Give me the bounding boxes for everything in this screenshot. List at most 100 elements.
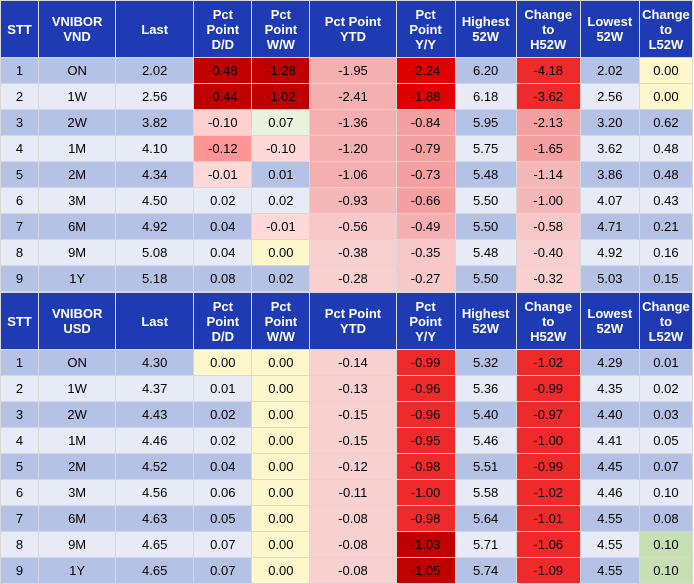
- cell-pct-ww: 0.00: [251, 239, 311, 266]
- cell-pct-dd: 0.07: [193, 531, 253, 558]
- cell-last: 5.18: [115, 265, 195, 292]
- cell-change-to-l52w: 0.00: [638, 57, 694, 84]
- column-header-highest-52w: Highest 52W: [454, 0, 517, 58]
- cell-change-to-l52w: 0.43: [638, 187, 694, 214]
- cell-pct-yy: -0.96: [395, 375, 456, 402]
- cell-pct-yy: -1.88: [395, 83, 456, 110]
- column-header-change-to-h52w: Change to H52W: [515, 292, 581, 350]
- cell-pct-dd: 0.01: [193, 375, 253, 402]
- cell-lowest-52w: 5.03: [579, 265, 640, 292]
- cell-stt: 8: [0, 531, 40, 558]
- cell-pct-yy: -0.73: [395, 161, 456, 188]
- column-header-line: to: [659, 21, 673, 37]
- column-header-pct-ww: Pct Point W/W: [251, 292, 311, 350]
- cell-stt: 6: [0, 479, 40, 506]
- column-header-line: to: [659, 313, 673, 329]
- cell-highest-52w: 5.48: [454, 161, 517, 188]
- column-header-line: USD: [63, 321, 91, 336]
- column-header-line: Point: [409, 313, 442, 329]
- table-row: 1 ON 4.30 0.00 0.00 -0.14 -0.99 5.32 -1.02 4.29 0.…: [0, 349, 694, 376]
- cell-tenor: 2M: [38, 453, 117, 480]
- cell-pct-dd: 0.04: [193, 239, 253, 266]
- cell-change-to-l52w: 0.48: [638, 161, 694, 188]
- cell-pct-ytd: -0.56: [309, 213, 397, 240]
- vnd-rates-table: STT VNIBOR VND Last Pct Point D/D Pct Point W/W Pc…: [0, 0, 694, 292]
- cell-pct-yy: -0.95: [395, 427, 456, 454]
- cell-change-to-h52w: -2.13: [515, 109, 581, 136]
- cell-pct-ww: 0.00: [251, 349, 311, 376]
- cell-highest-52w: 5.64: [454, 505, 517, 532]
- cell-pct-ytd: -0.93: [309, 187, 397, 214]
- cell-change-to-h52w: -3.62: [515, 83, 581, 110]
- cell-last: 4.92: [115, 213, 195, 240]
- column-header-line: Change: [524, 298, 573, 314]
- column-header-line: W/W: [266, 36, 295, 52]
- column-header-line: to: [542, 313, 555, 329]
- cell-last: 4.30: [115, 349, 195, 376]
- cell-tenor: 6M: [38, 505, 117, 532]
- cell-stt: 1: [0, 57, 40, 84]
- cell-last: 2.02: [115, 57, 195, 84]
- cell-pct-yy: -0.27: [395, 265, 456, 292]
- cell-lowest-52w: 4.55: [579, 531, 640, 558]
- column-header-last: Last: [115, 292, 195, 350]
- column-header-last: Last: [115, 0, 195, 58]
- cell-tenor: 1Y: [38, 265, 117, 292]
- cell-tenor: ON: [38, 57, 117, 84]
- cell-pct-yy: -0.35: [395, 239, 456, 266]
- cell-pct-dd: 0.00: [193, 349, 253, 376]
- cell-pct-yy: -0.99: [395, 349, 456, 376]
- column-header-line: Y/Y: [415, 328, 437, 344]
- cell-change-to-l52w: 0.10: [638, 479, 694, 506]
- cell-pct-yy: -0.96: [395, 401, 456, 428]
- cell-stt: 7: [0, 505, 40, 532]
- cell-change-to-l52w: 0.01: [638, 349, 694, 376]
- cell-last: 4.10: [115, 135, 195, 162]
- cell-lowest-52w: 4.40: [579, 401, 640, 428]
- table-row: 8 9M 5.08 0.04 0.00 -0.38 -0.35 5.48 -0.40 4.92 0.…: [0, 239, 694, 266]
- table-row: 3 2W 4.43 0.02 0.00 -0.15 -0.96 5.40 -0.97 4.40 0.…: [0, 401, 694, 428]
- column-header-line: Pct: [270, 298, 291, 314]
- cell-stt: 9: [0, 265, 40, 292]
- cell-tenor: 1W: [38, 375, 117, 402]
- cell-highest-52w: 5.36: [454, 375, 517, 402]
- cell-pct-yy: -1.05: [395, 557, 456, 584]
- cell-change-to-h52w: -1.09: [515, 557, 581, 584]
- cell-change-to-h52w: -0.97: [515, 401, 581, 428]
- column-header-line: YTD: [339, 29, 366, 44]
- table-row: 5 2M 4.34 -0.01 0.01 -1.06 -0.73 5.48 -1.14 3.86 0…: [0, 161, 694, 188]
- cell-highest-52w: 5.58: [454, 479, 517, 506]
- cell-pct-ytd: -0.08: [309, 531, 397, 558]
- cell-highest-52w: 5.50: [454, 187, 517, 214]
- cell-highest-52w: 6.20: [454, 57, 517, 84]
- column-header-line: VNIBOR: [51, 306, 103, 321]
- column-header-line: L52W: [648, 328, 684, 344]
- cell-highest-52w: 6.18: [454, 83, 517, 110]
- cell-pct-yy: -0.66: [395, 187, 456, 214]
- cell-pct-ww: 0.00: [251, 557, 311, 584]
- table-row: 6 3M 4.56 0.06 0.00 -0.11 -1.00 5.58 -1.02 4.46 0.…: [0, 479, 694, 506]
- cell-pct-dd: -0.44: [193, 83, 253, 110]
- cell-change-to-h52w: -1.02: [515, 479, 581, 506]
- cell-pct-ww: 0.00: [251, 505, 311, 532]
- cell-change-to-l52w: 0.00: [638, 83, 694, 110]
- column-header-line: Change: [642, 6, 690, 22]
- cell-last: 4.34: [115, 161, 195, 188]
- cell-lowest-52w: 4.71: [579, 213, 640, 240]
- table-row: 2 1W 2.56 -0.44 -1.02 -2.41 -1.88 6.18 -3.62 2.56…: [0, 83, 694, 110]
- column-header-lowest-52w: Lowest 52W: [579, 292, 640, 350]
- table-row: 6 3M 4.50 0.02 0.02 -0.93 -0.66 5.50 -1.00 4.07 0.…: [0, 187, 694, 214]
- cell-highest-52w: 5.32: [454, 349, 517, 376]
- column-header-line: H52W: [530, 36, 567, 52]
- cell-lowest-52w: 2.56: [579, 83, 640, 110]
- cell-pct-dd: 0.02: [193, 187, 253, 214]
- cell-pct-ww: 0.00: [251, 375, 311, 402]
- cell-lowest-52w: 3.20: [579, 109, 640, 136]
- cell-change-to-l52w: 0.07: [638, 453, 694, 480]
- column-header-line: STT: [7, 313, 32, 329]
- column-header-pct-ytd: Pct Point YTD: [309, 0, 397, 58]
- cell-stt: 1: [0, 349, 40, 376]
- cell-pct-yy: -0.98: [395, 453, 456, 480]
- column-header-line: 52W: [472, 29, 500, 44]
